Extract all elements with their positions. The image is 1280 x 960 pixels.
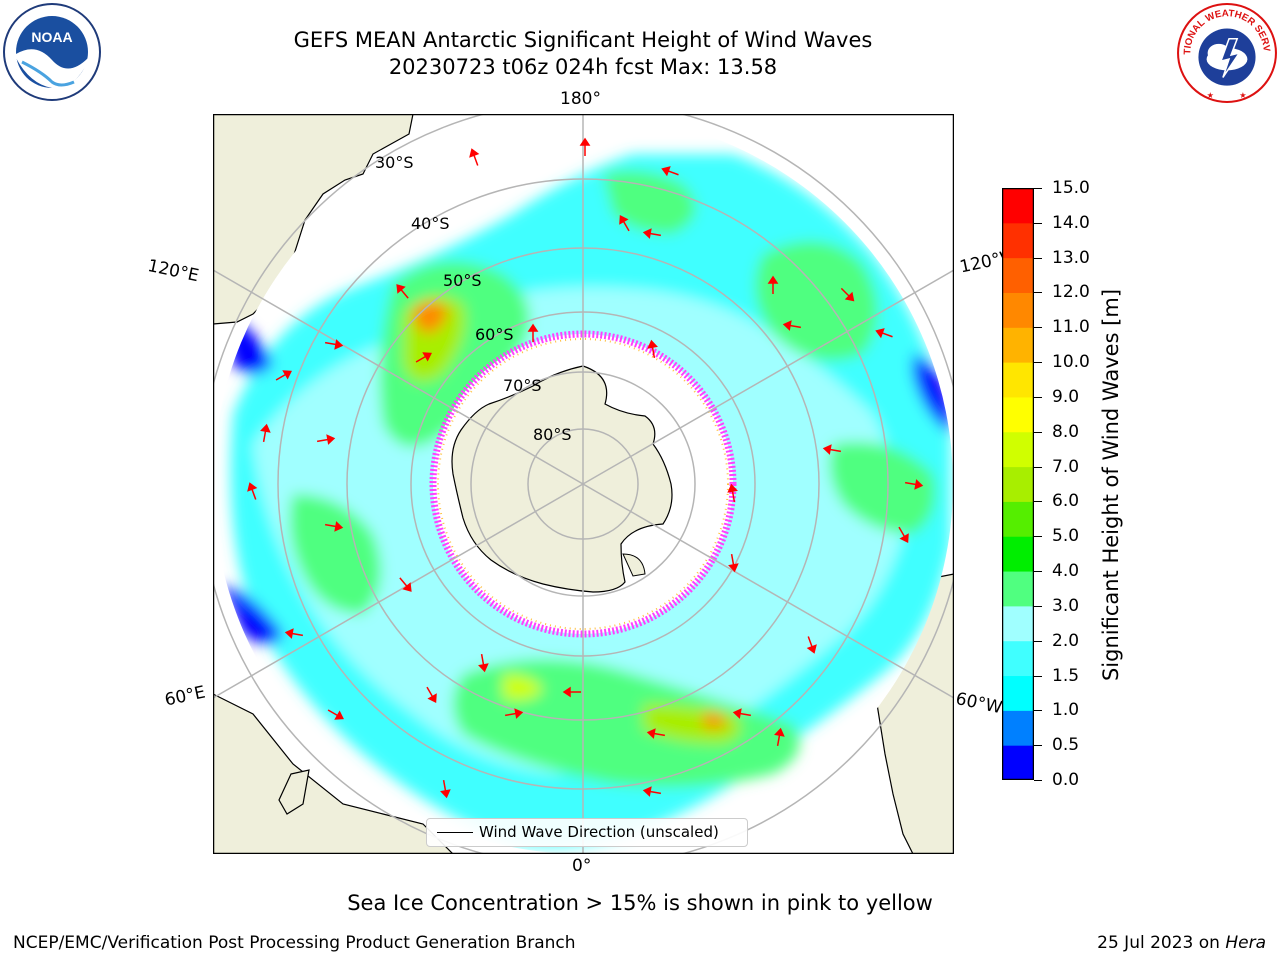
colorbar-tick	[1034, 327, 1042, 329]
colorbar-segment	[1002, 292, 1034, 328]
colorbar-tick	[1034, 605, 1042, 607]
colorbar-tick	[1034, 222, 1042, 224]
colorbar-tick	[1034, 571, 1042, 573]
colorbar-tick	[1034, 536, 1042, 538]
colorbar-tick	[1034, 640, 1042, 642]
colorbar-segment	[1002, 362, 1034, 398]
lon-label-120e: 120°E	[145, 256, 201, 287]
lat-label-30s: 30°S	[375, 153, 414, 172]
colorbar-tick-label: 10.0	[1052, 352, 1090, 373]
lon-label-60w: 60°W	[953, 689, 1004, 719]
antarctica	[451, 365, 673, 593]
noaa-logo-text: NOAA	[31, 29, 72, 45]
colorbar-tick-label: 12.0	[1052, 282, 1090, 303]
nws-logo: NATIONAL WEATHER SERVICE ★ ★	[1176, 2, 1277, 103]
colorbar-tick-label: 3.0	[1052, 595, 1080, 616]
colorbar-tick-label: 13.0	[1052, 247, 1090, 268]
colorbar-tick-label: 0.5	[1052, 735, 1080, 756]
colorbar-tick-label: 4.0	[1052, 561, 1080, 582]
madagascar	[278, 769, 310, 815]
lon-label-60e: 60°E	[163, 682, 208, 711]
colorbar-segment	[1002, 257, 1034, 293]
svg-text:★: ★	[1207, 90, 1214, 100]
colorbar-tick	[1034, 501, 1042, 503]
producer-credit: NCEP/EMC/Verification Post Processing Pr…	[13, 933, 576, 953]
legend-label: Wind Wave Direction (unscaled)	[479, 823, 719, 841]
colorbar-segment	[1002, 640, 1034, 677]
colorbar-tick-label: 11.0	[1052, 317, 1090, 338]
noaa-logo: NOAA	[3, 3, 101, 101]
colorbar-segment	[1002, 605, 1034, 642]
colorbar-tick-label: 7.0	[1052, 456, 1080, 477]
colorbar-tick	[1034, 780, 1042, 781]
colorbar-tick-label: 2.0	[1052, 630, 1080, 651]
lon-label-180: 180°	[560, 89, 601, 109]
colorbar-tick-label: 5.0	[1052, 526, 1080, 547]
colorbar-tick	[1034, 292, 1042, 294]
svg-text:★: ★	[1239, 90, 1246, 100]
colorbar-tick	[1034, 745, 1042, 747]
colorbar-tick-label: 15.0	[1052, 178, 1090, 198]
colorbar-segment	[1002, 745, 1034, 780]
colorbar	[1002, 188, 1034, 780]
colorbar-tick-label: 6.0	[1052, 491, 1080, 512]
lat-label-70s: 70°S	[503, 376, 542, 395]
host-name: Hera	[1225, 933, 1266, 953]
date-text: 25 Jul 2023 on	[1097, 933, 1220, 953]
colorbar-segment	[1002, 431, 1034, 468]
antarctic-map: 30°S 40°S 50°S 60°S 70°S 80°S	[213, 114, 954, 854]
colorbar-segment	[1002, 501, 1034, 537]
colorbar-segment	[1002, 571, 1034, 607]
colorbar-tick-label: 1.5	[1052, 665, 1080, 686]
colorbar-segment	[1002, 396, 1034, 433]
colorbar-tick	[1034, 466, 1042, 468]
colorbar-tick-label: 1.0	[1052, 700, 1080, 721]
sea-ice-note: Sea Ice Concentration > 15% is shown in …	[347, 891, 933, 915]
colorbar-segment	[1002, 188, 1034, 224]
colorbar-segment	[1002, 327, 1034, 363]
lat-label-80s: 80°S	[533, 425, 572, 444]
colorbar-segment	[1002, 536, 1034, 572]
colorbar-tick-label: 9.0	[1052, 386, 1080, 407]
colorbar-tick	[1034, 675, 1042, 677]
chart-subtitle: 20230723 t06z 024h fcst Max: 13.58	[388, 55, 778, 79]
graticule	[213, 114, 954, 854]
map-legend: Wind Wave Direction (unscaled)	[426, 818, 748, 847]
wind-wave-arrows	[247, 137, 924, 799]
lat-label-50s: 50°S	[443, 271, 482, 290]
generation-date: 25 Jul 2023 on Hera	[1097, 933, 1266, 953]
colorbar-tick	[1034, 431, 1042, 433]
lat-label-40s: 40°S	[411, 214, 450, 233]
lon-label-0: 0°	[572, 856, 592, 876]
legend-line-swatch	[437, 832, 473, 833]
chart-title: GEFS MEAN Antarctic Significant Height o…	[293, 28, 873, 52]
colorbar-tick	[1034, 188, 1042, 189]
colorbar-tick	[1034, 257, 1042, 259]
colorbar-title: Significant Height of Wind Waves [m]	[1099, 288, 1123, 682]
colorbar-tick	[1034, 396, 1042, 398]
lat-label-60s: 60°S	[475, 325, 514, 344]
australia	[213, 114, 414, 325]
colorbar-tick-label: 8.0	[1052, 421, 1080, 442]
colorbar-segment	[1002, 466, 1034, 502]
colorbar-segment	[1002, 675, 1034, 711]
colorbar-tick	[1034, 710, 1042, 712]
africa	[213, 693, 454, 854]
colorbar-tick-label: 14.0	[1052, 212, 1090, 233]
colorbar-tick-label: 0.0	[1052, 770, 1080, 790]
colorbar-tick	[1034, 362, 1042, 364]
colorbar-segment	[1002, 710, 1034, 746]
colorbar-segment	[1002, 222, 1034, 259]
